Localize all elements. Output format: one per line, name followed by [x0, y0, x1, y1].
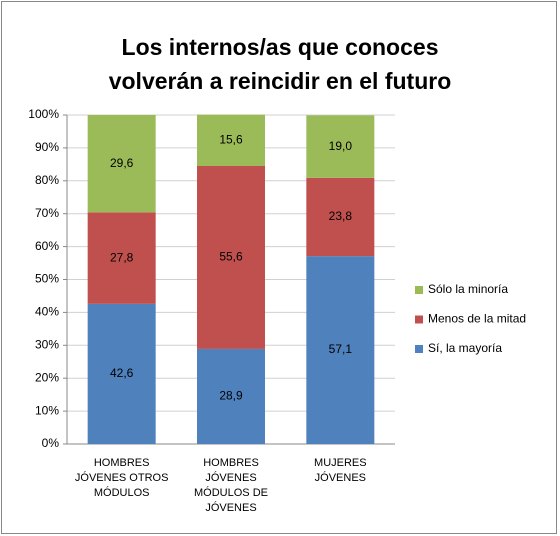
data-label: 28,9 [219, 389, 243, 403]
x-tick-label: HOMBRES JÓVENES OTROS MÓDULOS [74, 457, 169, 499]
legend-label: Sólo la minoría [428, 282, 508, 296]
legend-swatch [415, 315, 423, 324]
y-tick-label: 20% [35, 370, 59, 384]
bar-segment [306, 256, 375, 444]
y-tick-label: 0% [42, 436, 60, 450]
y-tick-label: 50% [35, 272, 59, 286]
data-label: 29,6 [110, 156, 134, 170]
y-tick-label: 100% [28, 107, 59, 121]
data-label: 57,1 [329, 342, 353, 356]
data-label: 15,6 [219, 133, 243, 147]
chart-title: Los internos/as que conoces volverán a r… [108, 34, 452, 94]
data-label: 42,6 [110, 366, 134, 380]
legend-swatch [415, 345, 423, 353]
legend-label: Menos de la mitad [428, 312, 526, 326]
x-tick-label: MUJERES JÓVENES [314, 457, 367, 484]
y-tick-label: 80% [35, 173, 59, 187]
bar-segment [87, 212, 156, 304]
legend-swatch [415, 286, 423, 294]
data-label: 27,8 [110, 250, 134, 264]
y-tick-label: 90% [35, 140, 59, 154]
bar-segment [197, 348, 265, 444]
bar-segment [197, 114, 265, 166]
y-tick-label: 60% [35, 239, 59, 253]
legend-label: Sí, la mayoría [428, 341, 502, 355]
bar-segment [306, 177, 375, 257]
bar-segment [87, 115, 156, 213]
y-tick-label: 30% [35, 337, 59, 351]
bar-segment [306, 115, 375, 178]
data-label: 19,0 [329, 139, 353, 153]
data-label: 55,6 [219, 250, 243, 264]
data-label: 23,8 [329, 209, 353, 223]
y-tick-label: 10% [35, 403, 59, 417]
x-tick-label: HOMBRES JÓVENES MÓDULOS DE JÓVENES [194, 457, 268, 514]
y-tick-label: 40% [35, 305, 59, 319]
bar-segment [87, 303, 156, 444]
bar-segment [197, 165, 265, 349]
y-tick-label: 70% [35, 206, 59, 220]
